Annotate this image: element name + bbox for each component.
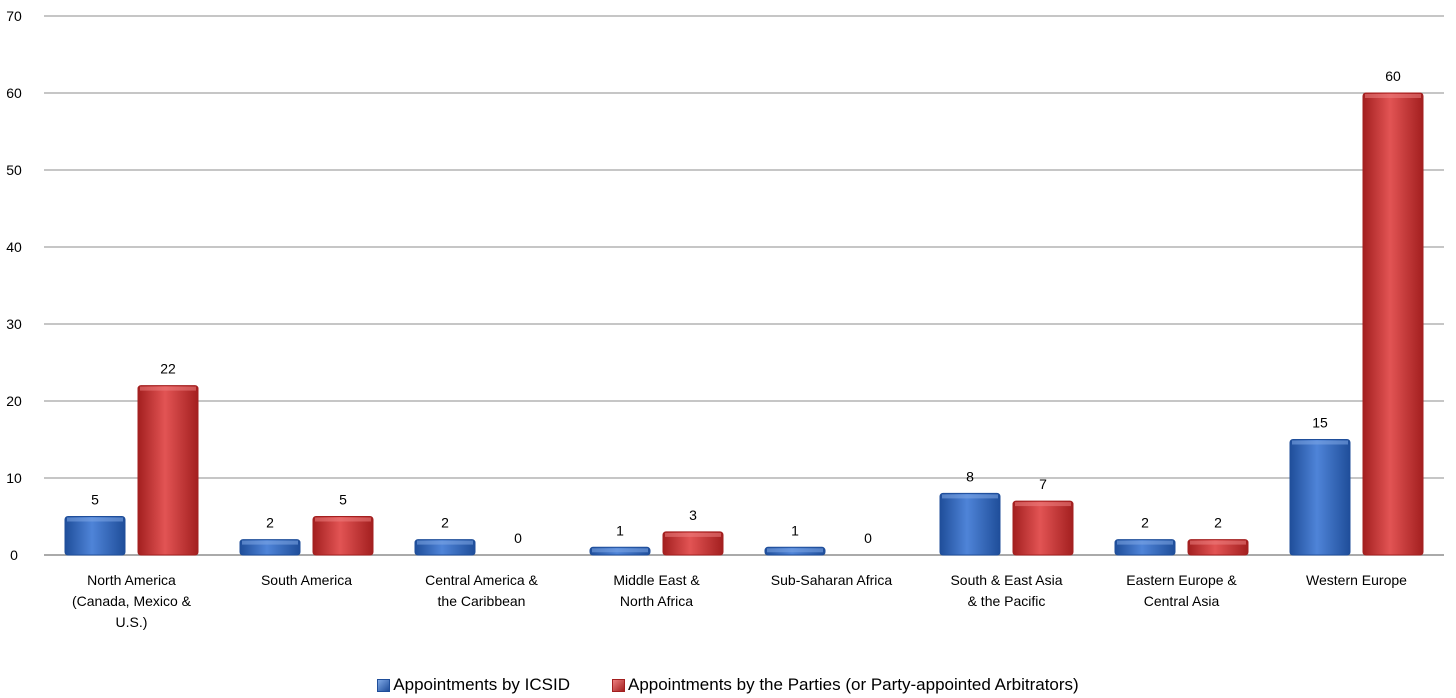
x-category-label: North America (87, 572, 176, 588)
y-tick-label: 60 (6, 85, 22, 101)
x-category-label: North Africa (620, 593, 693, 609)
data-label: 1 (791, 522, 799, 538)
bar-highlight (1365, 94, 1421, 98)
data-label: 60 (1385, 68, 1401, 84)
bar-icsid (64, 516, 126, 556)
data-label: 5 (91, 492, 99, 508)
x-category-label: South & East Asia (950, 572, 1062, 588)
x-category-label: & the Pacific (968, 593, 1046, 609)
bar-highlight (767, 548, 823, 553)
x-category-label: Eastern Europe & (1126, 572, 1237, 588)
data-label: 22 (160, 361, 176, 377)
data-label: 1 (616, 522, 624, 538)
data-label: 2 (1141, 515, 1149, 531)
bar-parties (1362, 92, 1424, 556)
y-tick-label: 50 (6, 162, 22, 178)
x-category-label: South America (261, 572, 352, 588)
bar-highlight (592, 548, 648, 553)
bar-parties (662, 531, 724, 556)
y-tick-label: 10 (6, 470, 22, 486)
bar-highlight (1190, 540, 1246, 545)
bar-parties (137, 385, 199, 556)
bar-highlight (665, 532, 721, 537)
bar-parties (1012, 500, 1074, 556)
y-tick-label: 20 (6, 393, 22, 409)
legend-swatch-icsid (377, 678, 391, 692)
bar-highlight (140, 386, 196, 391)
y-tick-label: 0 (10, 547, 18, 563)
data-label: 2 (1214, 515, 1222, 531)
bar-parties (312, 516, 374, 556)
data-label: 0 (864, 530, 872, 546)
bar-highlight (417, 540, 473, 545)
data-label: 0 (514, 530, 522, 546)
bar-highlight (1292, 440, 1348, 445)
legend-swatch-parties (611, 678, 625, 692)
legend-label-icsid: Appointments by ICSID (393, 675, 570, 694)
x-category-label: Middle East & (613, 572, 700, 588)
data-label: 7 (1039, 476, 1047, 492)
x-category-label: Sub-Saharan Africa (771, 572, 893, 588)
legend: Appointments by ICSID Appointments by th… (0, 674, 1456, 696)
x-category-label: the Caribbean (438, 593, 526, 609)
bar-highlight (1015, 502, 1071, 507)
x-category-label: U.S.) (116, 614, 148, 630)
legend-item-parties: Appointments by the Parties (or Party-ap… (611, 675, 1079, 695)
x-category-label: Central America & (425, 572, 538, 588)
legend-label-parties: Appointments by the Parties (or Party-ap… (627, 675, 1079, 694)
x-category-label: Western Europe (1306, 572, 1407, 588)
data-label: 5 (339, 492, 347, 508)
bar-highlight (315, 517, 371, 522)
legend-item-icsid: Appointments by ICSID (377, 675, 570, 695)
x-category-label: Central Asia (1144, 593, 1220, 609)
bar-highlight (67, 517, 123, 522)
bar-highlight (942, 494, 998, 499)
bar-highlight (242, 540, 298, 545)
bar-icsid (939, 492, 1001, 556)
data-label: 3 (689, 507, 697, 523)
data-label: 2 (441, 515, 449, 531)
y-tick-label: 40 (6, 239, 22, 255)
data-label: 8 (966, 468, 974, 484)
bar-icsid (1289, 439, 1351, 556)
bar-highlight (1117, 540, 1173, 545)
x-category-label: (Canada, Mexico & (72, 593, 192, 609)
y-tick-label: 70 (6, 8, 22, 24)
data-label: 15 (1312, 415, 1328, 431)
y-tick-label: 30 (6, 316, 22, 332)
data-label: 2 (266, 515, 274, 531)
